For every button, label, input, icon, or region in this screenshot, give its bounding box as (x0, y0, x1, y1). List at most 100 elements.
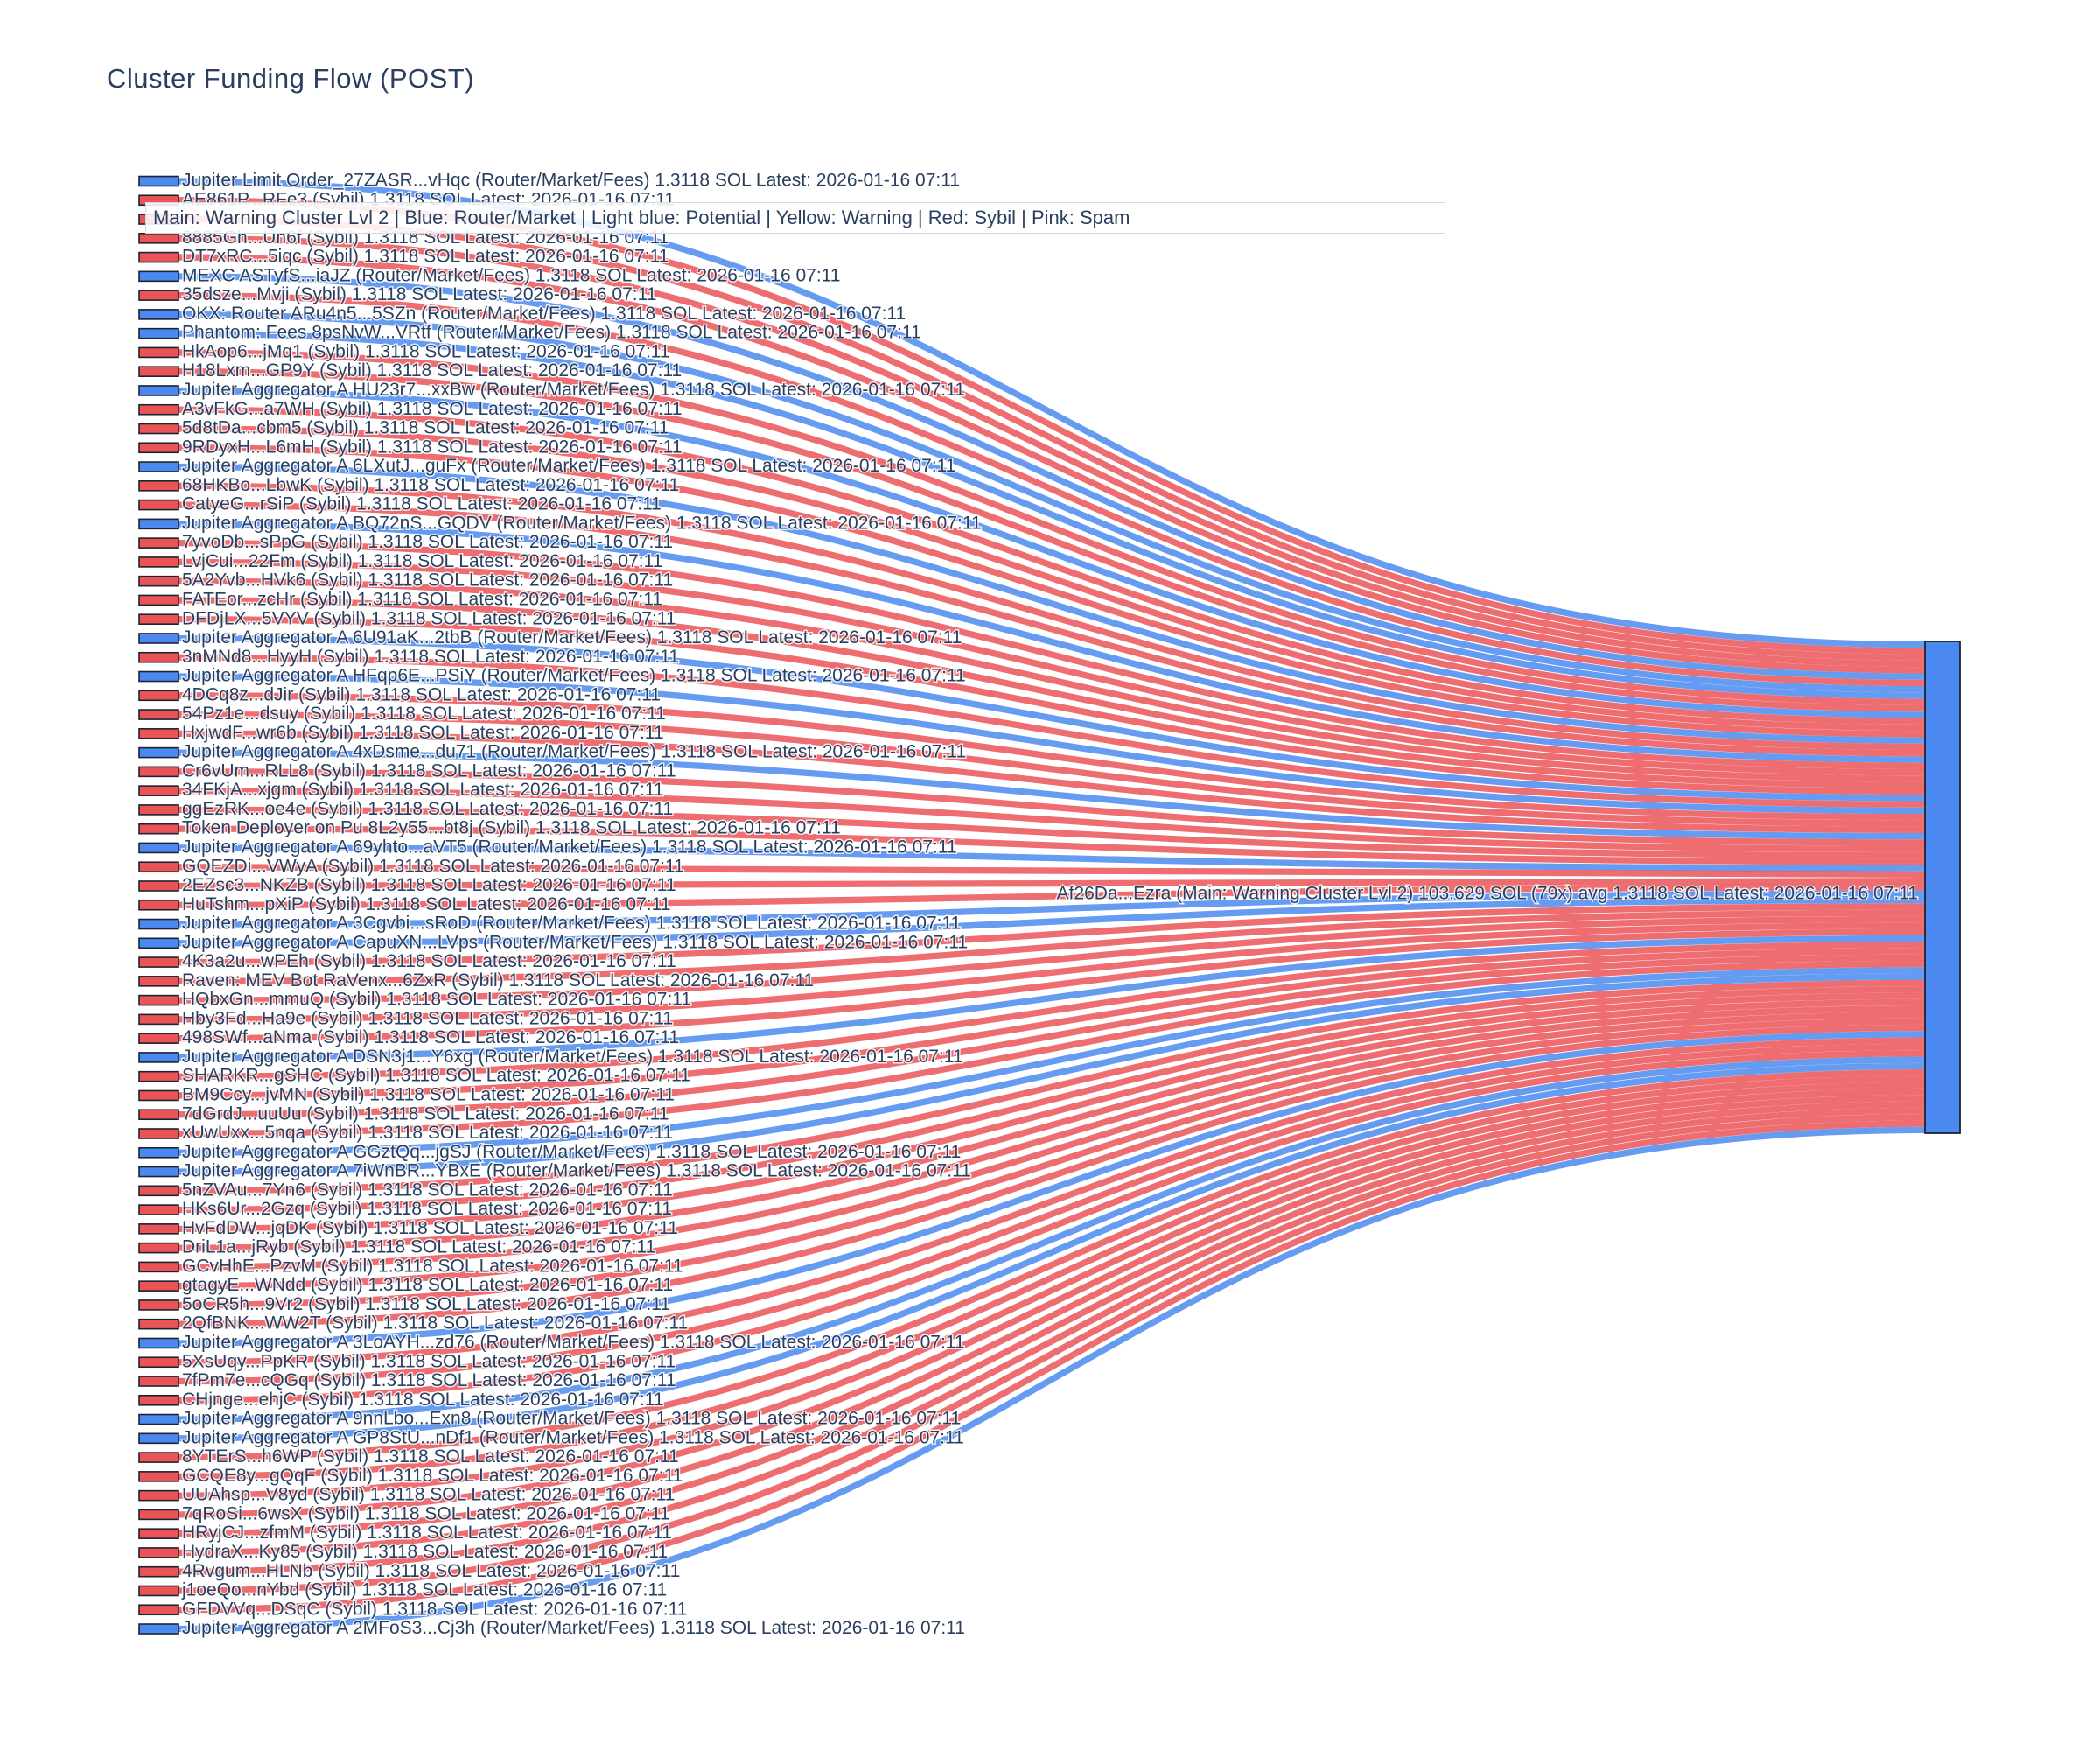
sankey-link[interactable] (178, 387, 1926, 718)
source-node[interactable] (138, 1508, 179, 1521)
source-node[interactable] (138, 1052, 179, 1063)
source-node[interactable] (138, 1376, 179, 1387)
source-node[interactable] (138, 556, 179, 568)
source-node[interactable] (138, 1261, 179, 1273)
sankey-link[interactable] (178, 1024, 1926, 1327)
sankey-link[interactable] (178, 878, 1926, 890)
sankey-link[interactable] (178, 254, 1926, 674)
sankey-link[interactable] (178, 463, 1926, 744)
source-node[interactable] (138, 1471, 179, 1482)
sankey-link[interactable] (178, 1126, 1926, 1633)
sankey-link[interactable] (178, 864, 1926, 878)
source-node[interactable] (138, 822, 179, 835)
sankey-link[interactable] (178, 1114, 1926, 1594)
sankey-link[interactable] (178, 909, 1926, 984)
source-node[interactable] (138, 1109, 179, 1121)
sankey-link[interactable] (178, 787, 1926, 852)
source-node[interactable] (138, 1299, 179, 1311)
source-node[interactable] (138, 1432, 179, 1445)
source-node[interactable] (138, 613, 179, 626)
sankey-link[interactable] (178, 710, 1926, 827)
source-node[interactable] (138, 1166, 179, 1178)
sankey-link[interactable] (178, 692, 1926, 821)
source-node[interactable] (138, 385, 179, 396)
source-node[interactable] (138, 403, 179, 416)
sankey-link[interactable] (178, 1101, 1926, 1557)
source-node[interactable] (138, 594, 179, 606)
target-node[interactable] (1924, 640, 1961, 1134)
source-node[interactable] (138, 575, 179, 587)
source-node[interactable] (138, 994, 179, 1006)
source-node[interactable] (138, 270, 179, 283)
source-node[interactable] (138, 1604, 179, 1616)
source-node[interactable] (138, 290, 179, 301)
sankey-link[interactable] (178, 330, 1926, 699)
sankey-link[interactable] (178, 1012, 1926, 1290)
source-node[interactable] (138, 766, 179, 778)
source-node[interactable] (138, 1356, 179, 1368)
source-node[interactable] (138, 1623, 179, 1634)
source-node[interactable] (138, 1128, 179, 1139)
sankey-link[interactable] (178, 960, 1926, 1138)
source-node[interactable] (138, 461, 179, 472)
sankey-link[interactable] (178, 915, 1926, 1004)
source-node[interactable] (138, 1318, 179, 1330)
source-node[interactable] (138, 918, 179, 930)
sankey-link[interactable] (178, 1043, 1926, 1385)
source-node[interactable] (138, 1242, 179, 1254)
sankey-link[interactable] (178, 806, 1926, 859)
source-node[interactable] (138, 1032, 179, 1044)
sankey-link[interactable] (178, 928, 1926, 1042)
source-node[interactable] (138, 1185, 179, 1197)
source-node[interactable] (138, 728, 179, 739)
sankey-link[interactable] (178, 1088, 1926, 1518)
sankey-link[interactable] (178, 1005, 1926, 1270)
sankey-link[interactable] (178, 311, 1926, 693)
sankey-link[interactable] (178, 1075, 1926, 1480)
sankey-link[interactable] (178, 992, 1926, 1232)
sankey-link[interactable] (178, 1082, 1926, 1499)
sankey-link[interactable] (178, 291, 1926, 687)
source-node[interactable] (138, 346, 179, 359)
source-node[interactable] (138, 327, 179, 340)
source-node[interactable] (138, 1070, 179, 1082)
sankey-link[interactable] (178, 349, 1926, 705)
sankey-link[interactable] (178, 1107, 1926, 1575)
sankey-link[interactable] (178, 482, 1926, 751)
source-node[interactable] (138, 899, 179, 911)
source-node[interactable] (138, 233, 179, 244)
sankey-link[interactable] (178, 903, 1926, 966)
sankey-link[interactable] (178, 1018, 1926, 1309)
sankey-link[interactable] (178, 967, 1926, 1156)
source-node[interactable] (138, 1565, 179, 1578)
sankey-link[interactable] (178, 521, 1926, 763)
sankey-link[interactable] (178, 654, 1926, 808)
sankey-link[interactable] (178, 558, 1926, 776)
source-node[interactable] (138, 423, 179, 435)
sankey-link[interactable] (178, 896, 1926, 947)
source-node[interactable] (138, 976, 179, 987)
source-node[interactable] (138, 1146, 179, 1158)
source-node[interactable] (138, 480, 179, 492)
sankey-link[interactable] (178, 954, 1926, 1118)
source-node[interactable] (138, 861, 179, 873)
sankey-link[interactable] (178, 501, 1926, 757)
source-node[interactable] (138, 956, 179, 968)
source-node[interactable] (138, 442, 179, 454)
source-node[interactable] (138, 633, 179, 644)
sankey-link[interactable] (178, 948, 1926, 1099)
source-node[interactable] (138, 1089, 179, 1102)
sankey-link[interactable] (178, 215, 1926, 661)
source-node[interactable] (138, 1585, 179, 1597)
source-node[interactable] (138, 1204, 179, 1215)
sankey-link[interactable] (178, 768, 1926, 846)
source-node[interactable] (138, 670, 179, 682)
source-node[interactable] (138, 499, 179, 511)
sankey-link[interactable] (178, 616, 1926, 795)
source-node[interactable] (138, 651, 179, 663)
source-node[interactable] (138, 746, 179, 759)
source-node[interactable] (138, 785, 179, 796)
sankey-link[interactable] (178, 368, 1926, 712)
sankey-link[interactable] (178, 1069, 1926, 1461)
sankey-link[interactable] (178, 749, 1926, 840)
